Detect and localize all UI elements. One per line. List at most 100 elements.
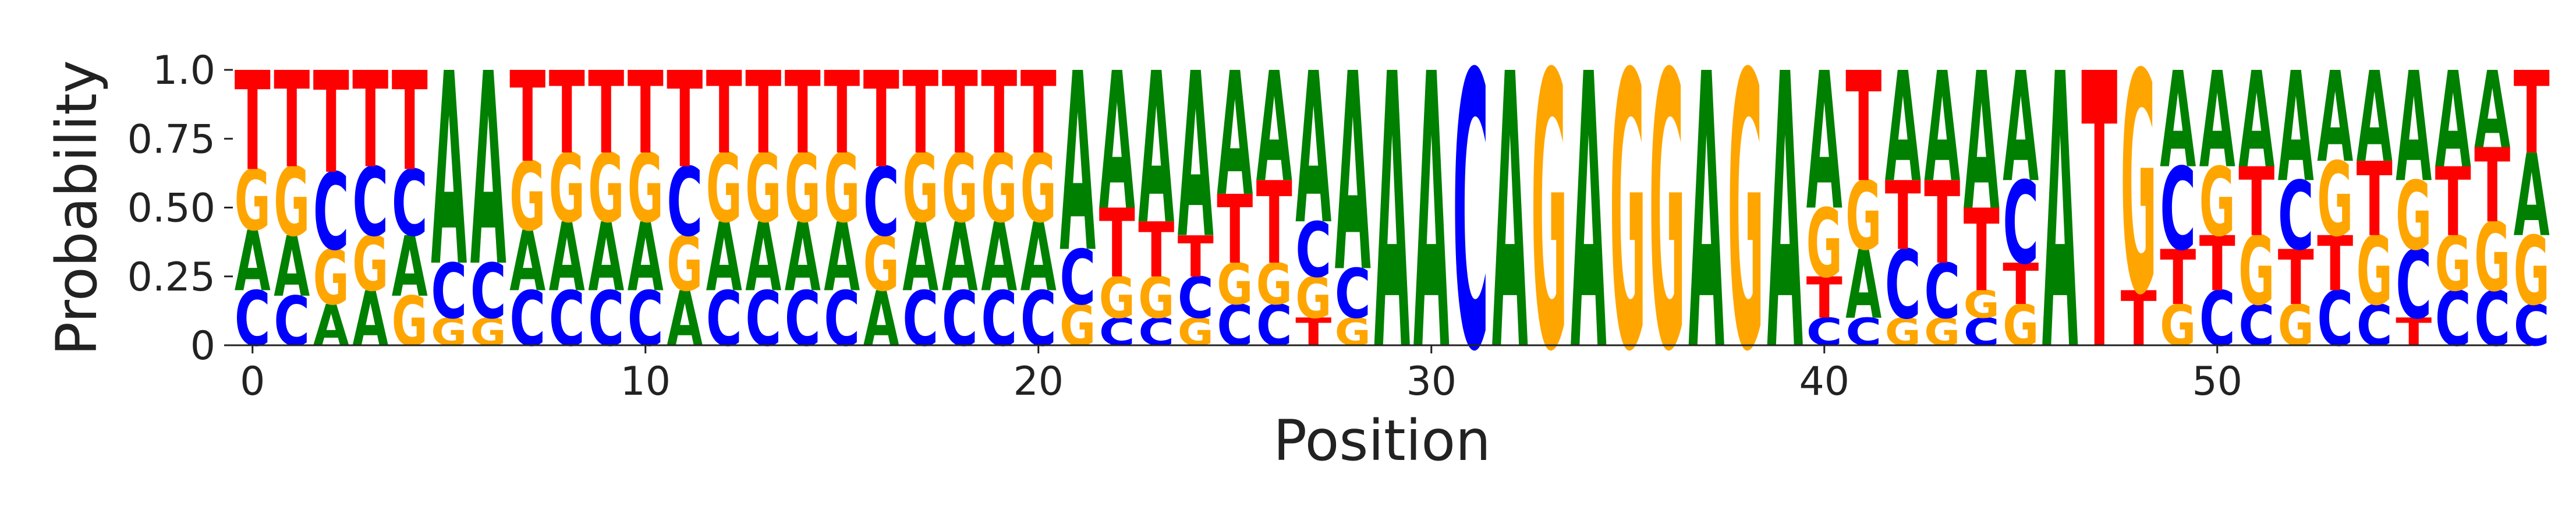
logo-glyph-C: C xyxy=(2396,230,2432,340)
logo-glyph-A: A xyxy=(1571,0,1607,435)
logo-glyph-T: T xyxy=(667,44,703,198)
y-axis-label: Probability xyxy=(44,60,109,355)
logo-glyph-G: G xyxy=(1964,283,2000,327)
logo-glyph-A: A xyxy=(1099,32,1135,252)
logo-glyph-C: C xyxy=(1885,230,1921,340)
logo-glyph-C: C xyxy=(706,275,742,363)
logo-glyph-A: A xyxy=(667,275,703,363)
x-tick-label: 40 xyxy=(1799,359,1849,405)
logo-glyph-T: T xyxy=(1178,224,1214,290)
logo-glyph-G: G xyxy=(2238,217,2274,327)
logo-glyph-C: C xyxy=(824,275,860,363)
logo-glyph-A: A xyxy=(2396,40,2432,216)
logo-glyph-A: A xyxy=(706,203,742,313)
logo-glyph-G: G xyxy=(824,134,860,244)
logo-glyph-G: G xyxy=(745,134,781,244)
logo-glyph-A: A xyxy=(942,203,978,313)
logo-glyph-T: T xyxy=(1099,189,1135,299)
logo-glyph-A: A xyxy=(1767,0,1803,435)
logo-glyph-C: C xyxy=(1452,0,1489,435)
logo-glyph-C: C xyxy=(392,151,428,257)
y-ticks: 0 0.25 0.50 0.75 1.0 xyxy=(127,48,233,369)
logo-glyph-C: C xyxy=(549,275,585,363)
logo-glyph-A: A xyxy=(2435,44,2471,198)
logo-glyph-T: T xyxy=(392,43,428,201)
x-ticks: 0 10 20 30 40 50 xyxy=(240,345,2242,405)
logo-glyph-G: G xyxy=(549,134,585,244)
y-tick-label: 0.75 xyxy=(127,116,215,162)
logo-glyph-G: G xyxy=(706,134,742,244)
logo-glyph-A: A xyxy=(274,219,310,316)
x-axis-label: Position xyxy=(1273,408,1491,473)
logo-glyph-C: C xyxy=(1964,310,2000,354)
logo-glyph-A: A xyxy=(863,275,899,363)
logo-glyph-C: C xyxy=(745,275,781,363)
logo-glyph-G: G xyxy=(981,134,1017,244)
logo-glyph-G: G xyxy=(431,310,467,354)
logo-glyph-C: C xyxy=(509,275,545,363)
logo-glyph-T: T xyxy=(509,46,545,191)
logo-glyph-A: A xyxy=(431,17,467,325)
logo-glyph-T: T xyxy=(1021,48,1057,179)
logo-glyph-G: G xyxy=(392,282,428,362)
logo-glyph-A: A xyxy=(1335,15,1372,332)
logo-glyph-T: T xyxy=(2396,310,2432,354)
logo-glyph-A: A xyxy=(549,203,585,313)
logo-glyph-T: T xyxy=(863,44,899,198)
logo-glyph-G: G xyxy=(1885,310,1921,354)
logo-glyph-A: A xyxy=(1885,40,1921,216)
logo-glyph-C: C xyxy=(1060,234,1096,322)
logo-glyph-A: A xyxy=(2474,49,2510,172)
logo-glyph-T: T xyxy=(824,48,860,179)
logo-glyph-C: C xyxy=(2357,293,2393,359)
logo-glyph-A: A xyxy=(1845,230,1881,340)
logo-glyph-C: C xyxy=(981,275,1017,363)
logo-glyph-G: G xyxy=(785,134,821,244)
logo-glyph-A: A xyxy=(2317,46,2353,191)
logo-glyph-T: T xyxy=(1845,40,1881,216)
logo-glyph-A: A xyxy=(470,17,507,325)
logo-glyph-T: T xyxy=(2081,0,2117,435)
logo-glyph-G: G xyxy=(470,310,506,354)
logo-glyph-T: T xyxy=(2317,221,2353,309)
logo-glyph-C: C xyxy=(2160,144,2196,276)
logo-glyph-C: C xyxy=(352,147,388,257)
logo-glyph-T: T xyxy=(2514,48,2550,179)
logo-glyph-A: A xyxy=(745,203,781,313)
logo-glyph-T: T xyxy=(2238,147,2274,257)
logo-glyph-G: G xyxy=(2199,147,2235,257)
x-tick-label: 50 xyxy=(2192,359,2242,405)
logo-glyph-G: G xyxy=(352,221,388,309)
logo-glyph-G: G xyxy=(1649,0,1685,435)
logo-glyph-G: G xyxy=(1610,0,1646,435)
logo-glyph-G: G xyxy=(2357,217,2393,327)
logo-glyph-G: G xyxy=(313,234,349,322)
logo-glyph-T: T xyxy=(1806,265,1842,331)
logo-glyph-A: A xyxy=(2238,44,2274,198)
logo-glyph-A: A xyxy=(1924,40,1960,216)
logo-glyph-T: T xyxy=(2357,141,2393,260)
logo-glyph-T: T xyxy=(1964,186,2000,317)
logo-glyph-G: G xyxy=(1531,0,1567,435)
logo-glyph-C: C xyxy=(2003,158,2039,289)
logo-glyph-T: T xyxy=(2121,275,2157,363)
logo-glyph-G: G xyxy=(667,221,703,309)
logo-glyph-A: A xyxy=(981,203,1017,313)
logo-glyph-A: A xyxy=(1413,0,1450,435)
y-tick-label: 1.0 xyxy=(153,48,215,94)
logo-glyph-G: G xyxy=(1099,265,1135,331)
y-tick-label: 0 xyxy=(190,323,215,369)
logo-glyph-T: T xyxy=(313,43,349,205)
logo-glyph-A: A xyxy=(628,203,664,313)
logo-glyph-C: C xyxy=(2474,275,2510,363)
logo-glyph-T: T xyxy=(706,48,742,179)
x-tick-label: 0 xyxy=(240,359,265,405)
logo-glyph-A: A xyxy=(1492,0,1529,435)
logo-glyph-T: T xyxy=(785,48,821,179)
logo-glyph-G: G xyxy=(1138,265,1174,331)
logo-glyph-C: C xyxy=(2278,161,2314,271)
logo-glyph-C: C xyxy=(431,248,467,336)
logo-glyph-C: C xyxy=(2238,293,2274,359)
